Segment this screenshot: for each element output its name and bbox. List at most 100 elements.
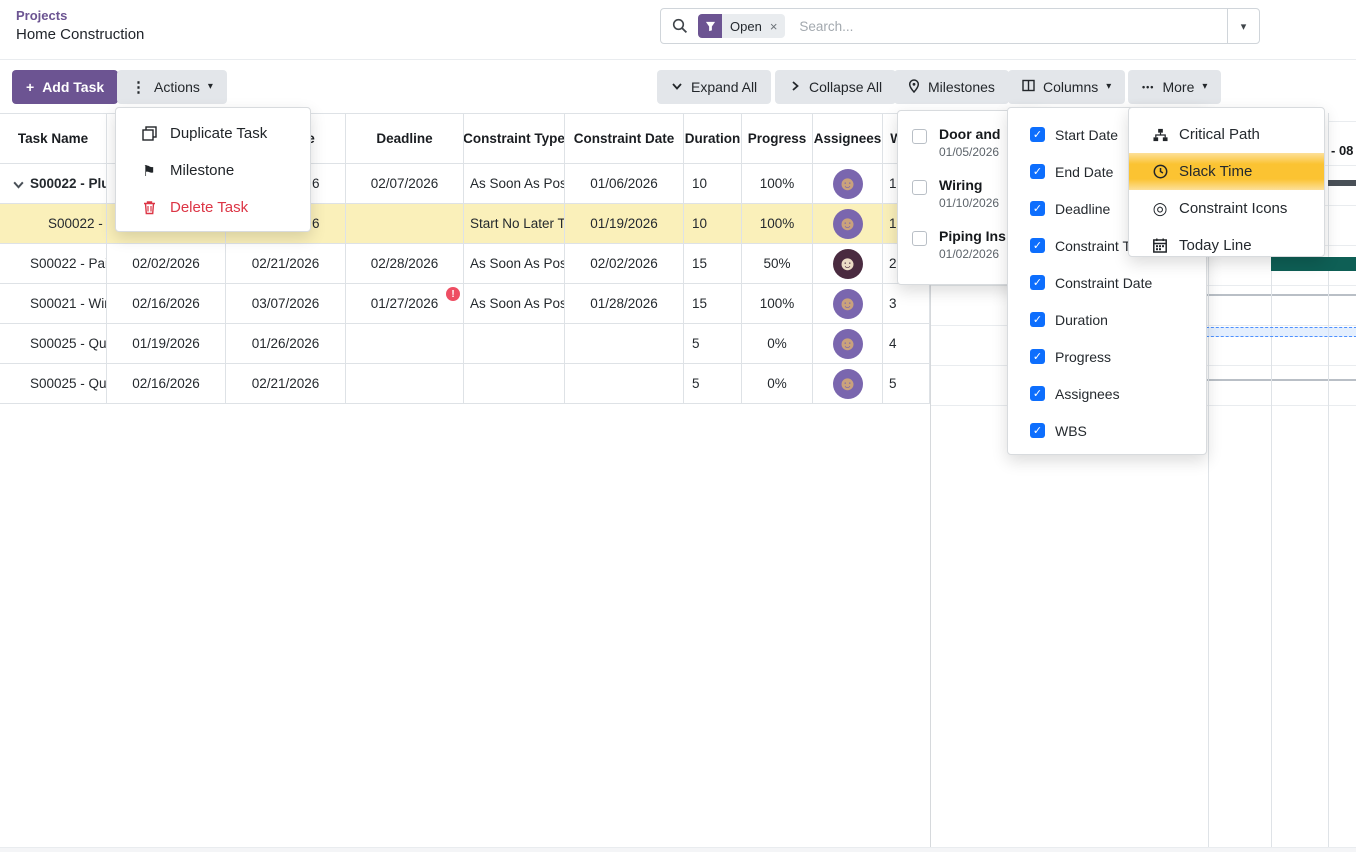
table-row[interactable]: S00025 - Qu 02/16/2026 02/21/2026 5 0% ☻… [0,364,930,404]
checked-checkbox[interactable]: ✓ [1030,127,1045,142]
more-option-slack-time[interactable]: Slack Time [1129,153,1324,190]
milestone-date: 01/05/2026 [939,145,1000,159]
task-name: S00022 - F [48,216,106,231]
columns-option-assignees[interactable]: ✓ Assignees [1008,375,1206,412]
flag-icon: ⚑ [142,162,156,180]
milestone-item[interactable]: Wiring 01/10/2026 [898,168,1046,219]
columns-option-end-date[interactable]: ✓ End Date [1008,153,1206,190]
col-header-deadline[interactable]: Deadline [346,114,464,163]
col-header-duration[interactable]: Duration [684,114,742,163]
constraint-type-cell: As Soon As Poss [464,164,565,203]
search-input[interactable]: Search... [799,18,854,34]
bullseye-icon: ◎ [1152,198,1168,218]
avatar[interactable]: ☻ [832,368,863,399]
columns-option-constraint-date[interactable]: ✓ Constraint Date [1008,264,1206,301]
search-bar: Open × Search... ▾ [660,8,1260,44]
end-date-cell: 01/26/2026 [226,324,346,363]
table-row[interactable]: S00022 - Pai 02/02/2026 02/21/2026 02/28… [0,244,930,284]
duration-cell: 10 [684,164,742,203]
milestone-date: 01/10/2026 [939,196,1000,210]
chevron-right-icon [789,79,801,95]
more-option-constraint-icons[interactable]: ◎ Constraint Icons [1152,198,1288,218]
assignees-cell: ☻ [813,284,883,323]
columns-option-deadline[interactable]: ✓ Deadline [1008,190,1206,227]
expand-all-label: Expand All [691,79,758,95]
top-navbar: Projects Home Construction Open × Search… [0,0,1356,60]
columns-option-duration[interactable]: ✓ Duration [1008,301,1206,338]
constraint-date-cell: 01/28/2026 [565,284,684,323]
gantt-week-label: - 08 [1331,143,1354,158]
col-header-task-name[interactable]: Task Name [0,114,107,163]
assignees-cell: ☻ [813,324,883,363]
columns-option-start-date[interactable]: ✓ Start Date [1008,116,1206,153]
facet-remove-icon[interactable]: × [769,18,778,34]
constraint-date-cell [565,324,684,363]
search-icon [672,18,688,34]
more-option-critical-path[interactable]: Critical Path [1129,116,1324,153]
assignees-cell: ☻ [813,244,883,283]
constraint-type-cell: As Soon As Poss [464,284,565,323]
ellipsis-icon: ••• [1142,82,1155,92]
milestone-item[interactable]: Door and 01/05/2026 [898,117,1046,168]
bottom-scroll-strip[interactable] [0,847,1356,852]
avatar[interactable]: ☻ [832,208,863,239]
milestone-checkbox[interactable] [912,180,927,195]
actions-label: Actions [154,79,200,95]
milestones-button[interactable]: Milestones [894,70,1009,104]
col-header-progress[interactable]: Progress [742,114,813,163]
col-header-constraint-date[interactable]: Constraint Date [565,114,684,163]
add-task-button[interactable]: + Add Task [12,70,119,104]
checked-checkbox[interactable]: ✓ [1030,275,1045,290]
chevron-down-icon[interactable] [12,178,25,194]
end-date-cell: 02/21/2026 [226,244,346,283]
checked-checkbox[interactable]: ✓ [1030,201,1045,216]
milestone-date: 01/02/2026 [939,247,1000,261]
table-row[interactable]: S00025 - Qu 01/19/2026 01/26/2026 5 0% ☻… [0,324,930,364]
duration-cell: 10 [684,204,742,243]
constraint-date-cell [565,364,684,403]
wbs-cell: 4 [883,324,930,363]
checked-checkbox[interactable]: ✓ [1030,349,1045,364]
checked-checkbox[interactable]: ✓ [1030,423,1045,438]
add-task-label: Add Task [42,79,105,95]
columns-option-wbs[interactable]: ✓ WBS [1008,412,1206,449]
columns-button[interactable]: Columns ▾ [1008,70,1126,104]
table-columns-icon [1022,79,1035,95]
avatar[interactable]: ☻ [832,328,863,359]
checked-checkbox[interactable]: ✓ [1030,238,1045,253]
task-name: S00022 - Plu [30,176,106,191]
checked-checkbox[interactable]: ✓ [1030,164,1045,179]
col-header-assignees[interactable]: Assignees [813,114,883,163]
table-row[interactable]: S00021 - Wir 02/16/2026 03/07/2026 01/27… [0,284,930,324]
avatar[interactable]: ☻ [832,168,863,199]
duration-cell: 5 [684,364,742,403]
avatar[interactable]: ☻ [832,248,863,279]
menu-item-milestone[interactable]: ⚑ Milestone [116,152,310,189]
constraint-type-cell: As Soon As Poss [464,244,565,283]
calendar-icon [1151,238,1169,253]
menu-item-duplicate-task[interactable]: Duplicate Task [116,115,310,152]
checked-checkbox[interactable]: ✓ [1030,312,1045,327]
col-header-constraint-type[interactable]: Constraint Type [464,114,565,163]
collapse-all-button[interactable]: Collapse All [775,70,897,104]
progress-cell: 0% [742,364,813,403]
checked-checkbox[interactable]: ✓ [1030,386,1045,401]
search-dropdown-toggle[interactable]: ▾ [1227,9,1259,43]
more-option-today-line[interactable]: Today Line [1129,227,1324,264]
start-date-cell: 02/16/2026 [107,364,226,403]
menu-item-delete-task[interactable]: Delete Task [116,189,310,226]
gantt-task-bar[interactable] [1271,257,1356,271]
more-button[interactable]: ••• More ▾ [1128,70,1222,104]
columns-option-progress[interactable]: ✓ Progress [1008,338,1206,375]
milestone-item[interactable]: Piping Ins 01/02/2026 [898,219,1046,270]
expand-all-button[interactable]: Expand All [657,70,772,104]
actions-button[interactable]: ⋮ Actions ▾ [117,70,227,104]
milestone-checkbox[interactable] [912,129,927,144]
milestone-checkbox[interactable] [912,231,927,246]
breadcrumb-projects[interactable]: Projects [16,8,68,23]
gantt-slack-band [1201,327,1356,337]
chevron-down-icon: ▾ [1202,81,1208,92]
avatar[interactable]: ☻ [832,288,863,319]
columns-option-constraint-type[interactable]: ✓ Constraint Typ [1008,227,1206,264]
gantt-summary-bar[interactable] [1328,180,1356,186]
